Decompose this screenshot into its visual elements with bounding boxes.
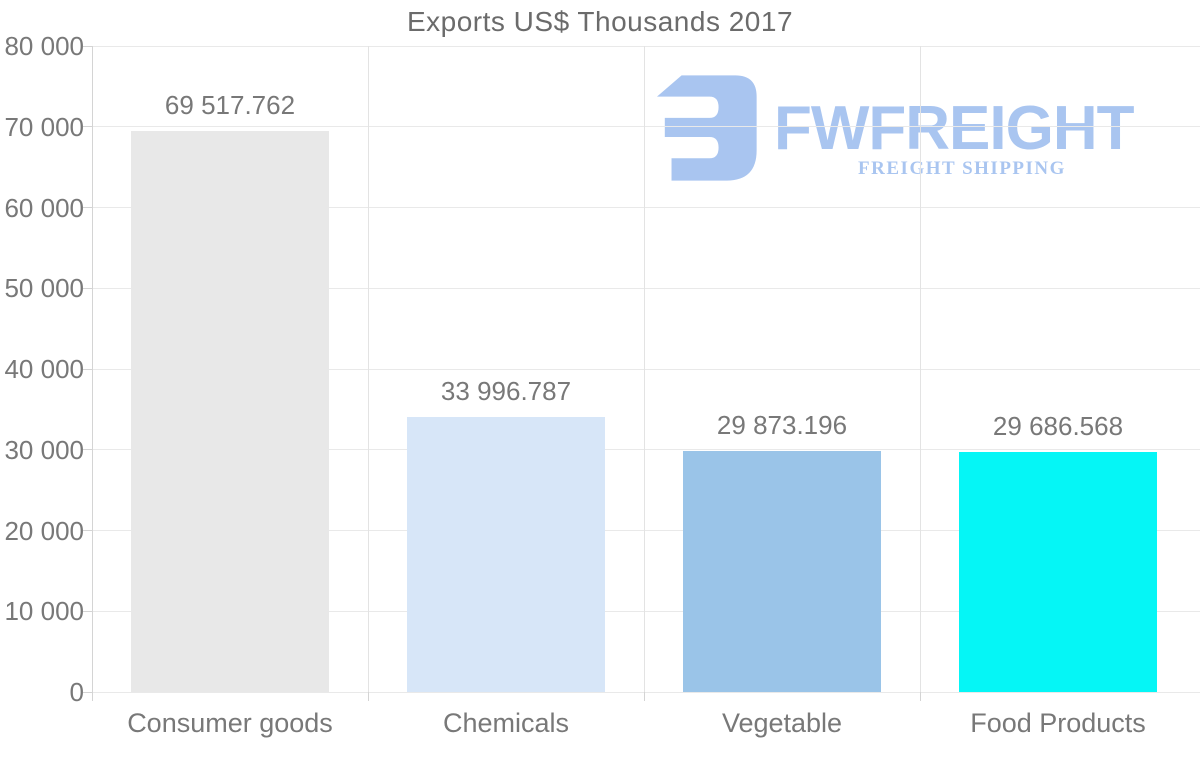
gridline-horizontal (92, 45, 1200, 47)
logo-subtitle: FREIGHT SHIPPING (858, 158, 1066, 179)
y-tick-label-0: 0 (69, 677, 84, 707)
gridline-horizontal (92, 207, 1200, 208)
y-tick-label-20-000: 20 000 (4, 515, 84, 546)
y-axis-tick (83, 126, 92, 128)
x-axis-tick (367, 692, 369, 701)
gridline-vertical (643, 46, 645, 692)
fwfreight-logo-icon (656, 75, 757, 181)
gridline-horizontal (92, 126, 1200, 128)
y-tick-label-80-000: 80 000 (4, 31, 84, 61)
logo-wordmark: FWFREIGHT (774, 94, 1135, 163)
y-axis-tick (83, 287, 92, 289)
value-label-food-products: 29 686.568 (992, 411, 1124, 441)
y-axis-tick (83, 530, 92, 531)
value-label-consumer-goods: 69 517.762 (164, 90, 296, 120)
gridline-horizontal (92, 691, 1200, 693)
y-tick-label-50-000: 50 000 (4, 273, 84, 304)
y-tick-label-60-000: 60 000 (4, 192, 84, 223)
category-label-consumer-goods: Consumer goods (127, 708, 333, 738)
y-tick-label-10-000: 10 000 (4, 596, 84, 627)
gridline-vertical (367, 46, 369, 692)
gridline-horizontal (92, 530, 1200, 531)
category-label-vegetable: Vegetable (721, 708, 843, 738)
x-axis-tick (919, 692, 921, 701)
value-label-vegetable: 29 873.196 (716, 410, 848, 440)
gridline-horizontal (92, 368, 1200, 370)
gridline-vertical (919, 46, 921, 692)
chart-title: Exports US$ Thousands 2017 (406, 6, 794, 37)
y-axis-line (91, 46, 93, 701)
bar-chemicals (407, 417, 605, 692)
y-axis-tick (83, 45, 92, 47)
gridline-horizontal (92, 610, 1200, 612)
bar-vegetable (683, 451, 881, 692)
value-label-chemicals: 33 996.787 (440, 376, 572, 406)
y-axis-tick (83, 368, 92, 370)
category-label-chemicals: Chemicals (442, 708, 570, 738)
y-tick-label-40-000: 40 000 (4, 354, 84, 384)
y-axis-tick (83, 610, 92, 612)
bar-consumer-goods (131, 131, 329, 692)
y-tick-label-70-000: 70 000 (4, 111, 84, 142)
y-axis-tick (83, 207, 92, 208)
x-axis-tick (643, 692, 645, 701)
gridline-horizontal (92, 449, 1200, 451)
bar-food-products (959, 452, 1157, 692)
y-axis-tick (83, 449, 92, 451)
y-axis-tick (83, 691, 92, 693)
fwfreight-logo: FWFREIGHT FREIGHT SHIPPING (648, 70, 1158, 185)
gridline-horizontal (92, 287, 1200, 289)
category-label-food-products: Food Products (970, 708, 1146, 738)
y-tick-label-30-000: 30 000 (4, 434, 84, 465)
